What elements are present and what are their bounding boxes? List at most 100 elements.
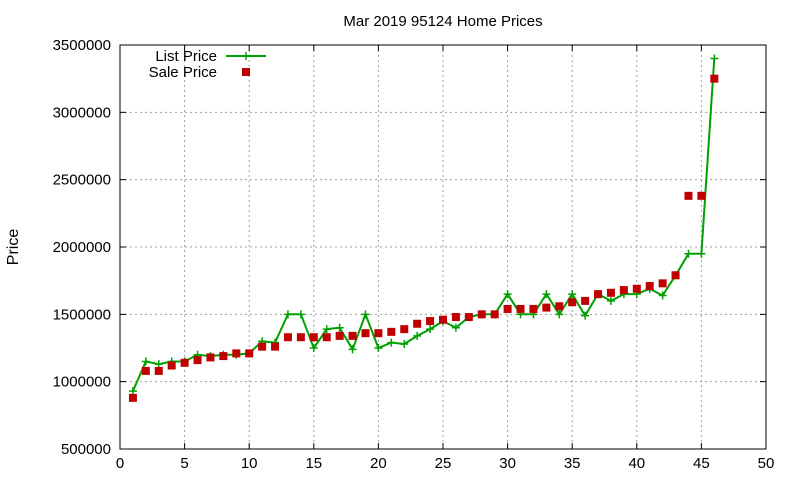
list-price-point <box>697 249 706 258</box>
y-tick-label: 1000000 <box>53 374 111 391</box>
sale-price-point <box>426 317 435 326</box>
series <box>128 54 719 402</box>
x-tick-label: 50 <box>758 455 775 472</box>
list-price-point <box>710 54 719 63</box>
legend-label-sale-price: Sale Price <box>149 64 217 81</box>
y-tick-labels: 500000 1000000 1500000 2000000 2500000 300000… <box>53 37 111 458</box>
legend-swatch-sale-price <box>242 68 250 76</box>
y-tick-label: 3500000 <box>53 37 111 54</box>
sale-price-point <box>283 333 292 342</box>
sale-price-point <box>581 296 590 305</box>
sale-price-point <box>400 325 409 334</box>
list-price-point <box>361 310 370 319</box>
y-tick-label: 500000 <box>61 441 111 458</box>
sale-price-point <box>258 342 267 351</box>
list-price-point <box>374 344 383 352</box>
x-tick-label: 10 <box>241 455 258 472</box>
sale-price-point <box>594 290 603 299</box>
list-price-line <box>131 58 716 392</box>
legend-swatch-list-price <box>226 52 266 60</box>
sale-price-point <box>645 282 654 291</box>
list-price-point <box>296 310 305 319</box>
x-tick-label: 30 <box>499 455 516 472</box>
sale-price-point <box>167 361 176 370</box>
chart-title: Mar 2019 95124 Home Prices <box>343 13 542 30</box>
list-price-point <box>555 310 564 319</box>
list-price-point <box>503 290 512 299</box>
x-tick-label: 5 <box>180 455 188 472</box>
x-tick-label: 45 <box>693 455 710 472</box>
series-sale-price <box>128 74 719 402</box>
sale-price-point <box>671 271 680 280</box>
sale-price-point <box>451 313 460 322</box>
sale-price-point <box>555 302 564 311</box>
sale-price-point <box>361 329 370 338</box>
list-price-point <box>606 296 615 305</box>
sale-price-point <box>439 315 447 324</box>
sale-price-point <box>374 329 383 338</box>
sale-price-point <box>477 310 486 319</box>
sale-price-point <box>193 356 202 365</box>
grid <box>120 45 766 449</box>
x-tick-label: 35 <box>564 455 581 472</box>
sale-price-point <box>335 331 344 340</box>
sale-price-point <box>710 74 719 83</box>
sale-price-point <box>606 288 615 297</box>
sale-price-point <box>245 349 254 358</box>
sale-price-point <box>128 393 137 402</box>
sale-price-point <box>180 358 189 367</box>
y-tick-label: 2500000 <box>53 172 111 189</box>
sale-price-point <box>232 349 241 358</box>
sale-price-point <box>141 366 150 375</box>
y-tick-label: 1500000 <box>53 306 111 323</box>
sale-price-point <box>219 352 228 361</box>
sale-price-point <box>632 284 641 293</box>
sale-price-point <box>503 304 512 313</box>
list-price-point <box>426 325 435 334</box>
sale-price-point <box>322 333 331 342</box>
sale-price-point <box>684 191 693 200</box>
sale-price-point <box>464 313 473 322</box>
sale-price-point <box>568 298 577 307</box>
sale-price-point <box>154 366 163 375</box>
sale-price-point <box>619 286 628 295</box>
legend-label-list-price: List Price <box>155 48 217 65</box>
sale-price-point <box>516 304 525 313</box>
x-tick-label: 20 <box>370 455 387 472</box>
sale-price-point <box>296 333 305 342</box>
x-tick-label: 15 <box>305 455 322 472</box>
sale-price-point <box>529 304 538 313</box>
list-price-point <box>581 311 590 320</box>
sale-price-point <box>697 191 706 200</box>
y-tick-label: 3000000 <box>53 104 111 121</box>
sale-price-point <box>387 327 396 336</box>
list-price-point <box>542 290 551 299</box>
list-price-point <box>141 357 150 366</box>
list-price-point <box>154 360 163 369</box>
x-tick-label: 25 <box>435 455 452 472</box>
list-price-point <box>309 344 318 352</box>
y-tick-label: 2000000 <box>53 239 111 256</box>
list-price-point <box>348 345 357 354</box>
legend: List Price Sale Price <box>149 48 266 81</box>
legend-list-price-marker <box>242 52 250 60</box>
list-price-point <box>400 339 409 348</box>
list-price-point <box>413 331 422 340</box>
y-axis-label: Price <box>5 229 22 266</box>
axis-ticks <box>119 44 767 450</box>
x-tick-label: 0 <box>116 455 124 472</box>
legend-sale-price-marker <box>242 68 250 76</box>
sale-price-point <box>271 342 280 351</box>
x-tick-labels: 0 5 10 15 20 25 30 35 40 45 50 <box>116 455 775 472</box>
list-price-point <box>387 338 396 347</box>
sale-price-point <box>348 331 357 340</box>
sale-price-point <box>309 333 318 342</box>
list-price-point <box>335 323 344 332</box>
sale-price-point <box>413 319 422 328</box>
list-price-point <box>568 290 577 299</box>
sale-price-point <box>206 353 215 362</box>
list-price-point <box>322 325 331 334</box>
series-list-price <box>128 54 719 396</box>
